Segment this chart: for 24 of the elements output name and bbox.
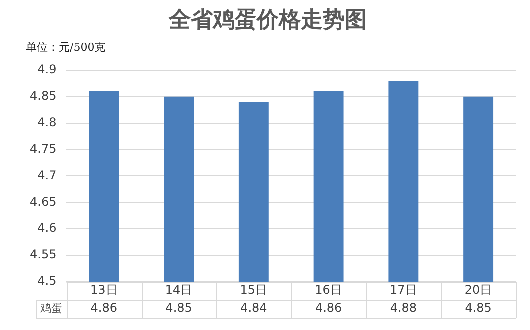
y-tick-label: 4.5 bbox=[38, 274, 57, 288]
x-tick-label: 14日 bbox=[165, 283, 193, 298]
chart-title: 全省鸡蛋价格走势图 bbox=[168, 6, 367, 33]
data-label: 4.84 bbox=[240, 301, 268, 316]
x-tick-label: 20日 bbox=[464, 283, 492, 298]
text: 单位：元/500克 bbox=[26, 40, 106, 55]
y-tick-label: 4.55 bbox=[30, 248, 57, 262]
data-label: 4.86 bbox=[315, 301, 342, 316]
x-tick-label: 17日 bbox=[390, 283, 418, 298]
data-label: 4.85 bbox=[166, 301, 192, 316]
data-label: 4.86 bbox=[90, 301, 118, 316]
y-tick-label: 4.9 bbox=[38, 62, 57, 77]
y-tick-label: 4.6 bbox=[38, 221, 57, 236]
y-tick-label: 4.8 bbox=[38, 115, 57, 130]
y-tick-label: 4.75 bbox=[30, 142, 57, 156]
text: 鸡蛋 bbox=[39, 302, 62, 315]
y-tick-label: 4.65 bbox=[30, 194, 57, 209]
y-tick-label: 4.85 bbox=[30, 88, 57, 103]
y-tick-label: 4.7 bbox=[38, 168, 57, 182]
x-tick-label: 16日 bbox=[315, 283, 342, 298]
data-label: 4.88 bbox=[390, 301, 418, 316]
x-tick-label: 15日 bbox=[240, 283, 268, 298]
x-tick-label: 13日 bbox=[90, 283, 118, 298]
data-label: 4.85 bbox=[465, 301, 492, 316]
